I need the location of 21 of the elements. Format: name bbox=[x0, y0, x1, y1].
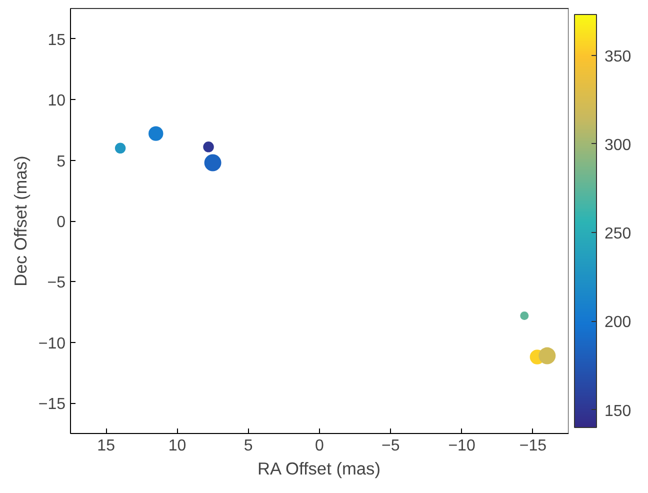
color-bar-label: 350 bbox=[604, 48, 632, 66]
x-tick-label: 15 bbox=[97, 438, 116, 454]
x-tick-label: −15 bbox=[519, 438, 547, 454]
y-tick-label: −15 bbox=[38, 396, 66, 414]
x-tick-label: 10 bbox=[168, 438, 186, 454]
y-tick-label: −5 bbox=[47, 274, 66, 292]
y-tick-label: −10 bbox=[38, 335, 66, 352]
y-tick-label: 15 bbox=[48, 32, 66, 49]
x-tick-label: −10 bbox=[448, 438, 476, 454]
y-tick-label: 10 bbox=[48, 92, 66, 110]
x-tick-label: 5 bbox=[244, 438, 253, 454]
y-axis-title: Dec Offset (mas) bbox=[10, 156, 30, 286]
color-bar-label: 300 bbox=[604, 136, 632, 154]
color-bar-label: 150 bbox=[604, 402, 632, 420]
x-axis-title: RA Offset (mas) bbox=[258, 458, 380, 478]
color-bar-label: 200 bbox=[604, 314, 632, 332]
x-tick-label: −5 bbox=[382, 438, 400, 454]
color-bar-label: 250 bbox=[604, 226, 632, 243]
y-tick-label: 0 bbox=[56, 214, 66, 231]
y-tick-label: 5 bbox=[56, 153, 66, 170]
x-tick-label: 0 bbox=[315, 438, 324, 454]
